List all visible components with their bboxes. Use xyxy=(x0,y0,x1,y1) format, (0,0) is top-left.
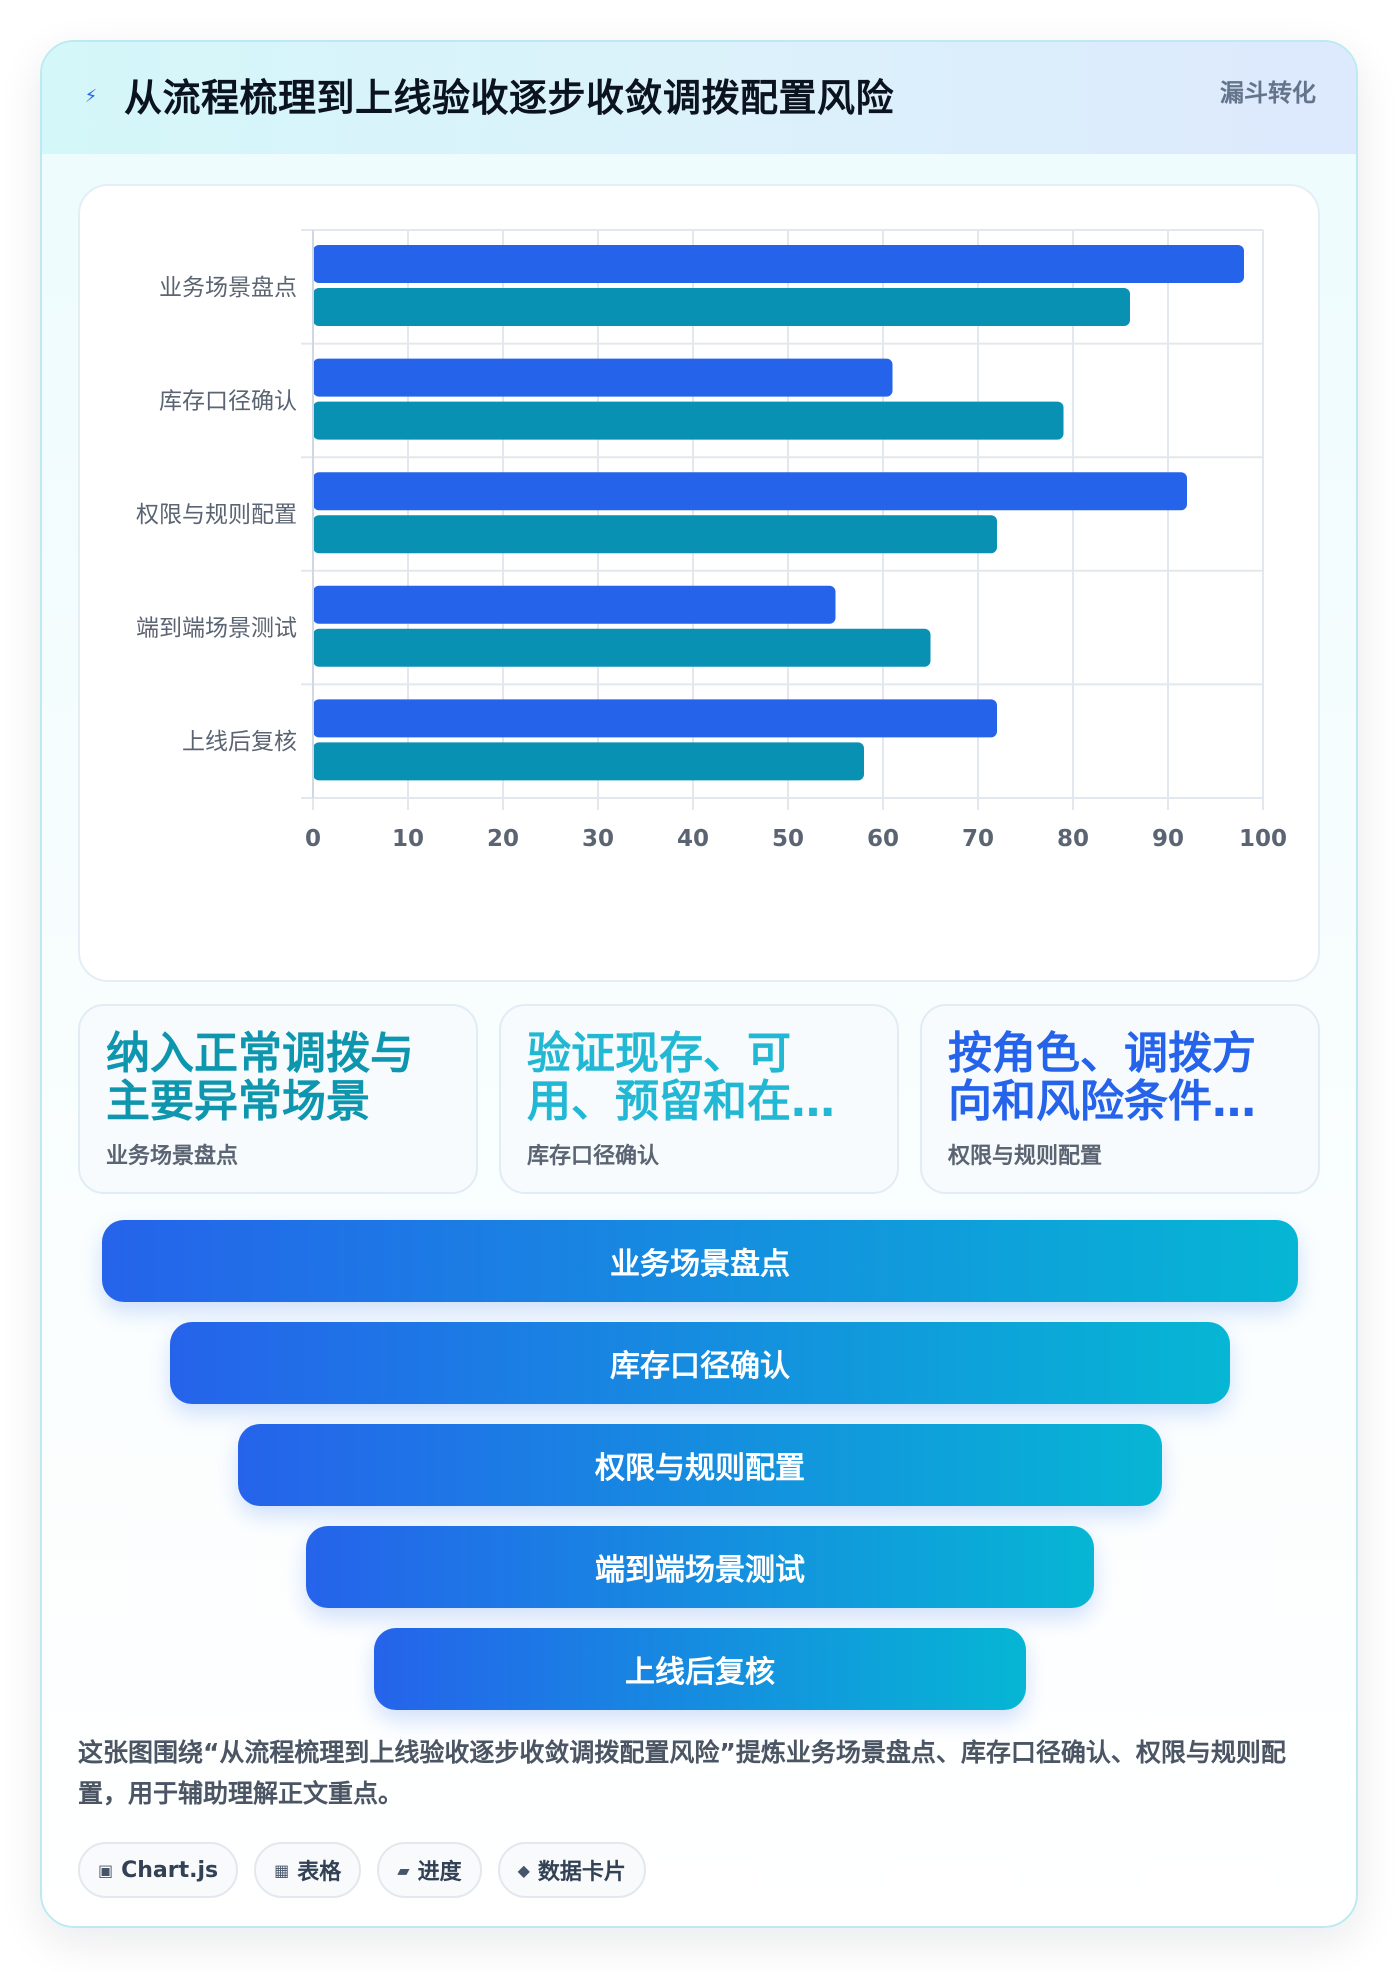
funnel-step: 库存口径确认 xyxy=(170,1322,1230,1404)
x-tick-label: 90 xyxy=(1152,826,1184,852)
summary-card: 纳入正常调拨与主要异常场景 业务场景盘点 xyxy=(78,1004,478,1194)
summary-card-subtitle: 权限与规则配置 xyxy=(948,1144,1103,1169)
funnel-step: 业务场景盘点 xyxy=(102,1220,1298,1302)
bar xyxy=(313,401,1064,440)
chip-label: Chart.js xyxy=(121,1857,219,1883)
tech-chips: ▣ Chart.js ▦ 表格 ▰ 进度 ◆ 数据卡片 xyxy=(78,1842,646,1898)
chip-progress: ▰ 进度 xyxy=(377,1842,482,1898)
x-tick-label: 80 xyxy=(1057,826,1089,852)
x-tick-label: 0 xyxy=(305,826,321,852)
summary-card-subtitle: 库存口径确认 xyxy=(527,1144,660,1169)
chart-panel: 0 10 20 30 40 50 60 70 80 90 100 业务场景盘点 库存口径确认权限与规则配… xyxy=(78,184,1320,982)
funnel-step: 上线后复核 xyxy=(374,1628,1026,1710)
bar xyxy=(313,288,1130,326)
funnel-step: 端到端场景测试 xyxy=(306,1526,1094,1608)
y-category-label: 库存口径确认 xyxy=(159,388,297,414)
y-category-label: 业务场景盘点 xyxy=(159,275,297,301)
caption: 这张图围绕“从流程梳理到上线验收逐步收敛调拨配置风险”提炼业务场景盘点、库存口径… xyxy=(78,1738,1286,1808)
lightning-icon: ⚡ xyxy=(84,86,98,107)
header: ⚡ 从流程梳理到上线验收逐步收敛调拨配置风险 漏斗转化 xyxy=(42,42,1356,154)
x-tick-label: 60 xyxy=(867,826,899,852)
x-tick-label: 50 xyxy=(772,826,804,852)
funnel: 业务场景盘点 库存口径确认 权限与规则配置 端到端场景测试 上线后复核 xyxy=(42,1220,1356,1710)
y-category-label: 端到端场景测试 xyxy=(136,616,297,642)
chip-table: ▦ 表格 xyxy=(254,1842,362,1898)
summary-card: 按角色、调拨方向和风险条件配置 权限与规则配置 xyxy=(920,1004,1320,1194)
x-tick-label: 10 xyxy=(392,826,424,852)
chip-chartjs: ▣ Chart.js xyxy=(78,1842,239,1898)
bar xyxy=(313,585,836,624)
chip-label: 数据卡片 xyxy=(537,1860,626,1885)
y-category-label: 上线后复核 xyxy=(182,729,297,755)
bar xyxy=(313,472,1187,511)
bar xyxy=(313,245,1244,283)
page-title: 从流程梳理到上线验收逐步收敛调拨配置风险 xyxy=(124,76,895,120)
chip-label: 表格 xyxy=(297,1860,342,1885)
diamond-icon: ◆ xyxy=(517,1860,530,1880)
x-tick-label: 100 xyxy=(1239,826,1287,852)
bar xyxy=(313,628,931,667)
bar xyxy=(313,515,997,554)
table-icon: ▦ xyxy=(274,1860,290,1880)
progress-icon: ▰ xyxy=(397,1860,410,1880)
x-tick-label: 70 xyxy=(962,826,994,852)
chip-label: 进度 xyxy=(417,1860,462,1885)
funnel-step: 权限与规则配置 xyxy=(238,1424,1162,1506)
bar xyxy=(313,358,893,397)
chip-data-card: ◆ 数据卡片 xyxy=(497,1842,646,1898)
summary-card-title: 纳入正常调拨与主要异常场景 xyxy=(106,1030,414,1126)
chart-icon: ▣ xyxy=(98,1860,114,1880)
x-tick-label: 30 xyxy=(582,826,614,852)
bar xyxy=(313,742,864,781)
x-tick-label: 40 xyxy=(677,826,709,852)
y-category-label: 权限与规则配置 xyxy=(136,502,297,528)
chart-type-tag: 漏斗转化 xyxy=(1220,79,1316,107)
summary-card-title: 按角色、调拨方向和风险条件配置 xyxy=(948,1030,1256,1126)
bar-chart: 0 10 20 30 40 50 60 70 80 90 100 业务场景盘点库存口径确认权限与规则配… xyxy=(136,229,1287,852)
x-tick-label: 20 xyxy=(487,826,519,852)
bar xyxy=(313,699,997,738)
summary-card-subtitle: 业务场景盘点 xyxy=(106,1144,239,1169)
figure-card: ⚡ 从流程梳理到上线验收逐步收敛调拨配置风险 漏斗转化 0 10 20 30 40 50 6… xyxy=(40,40,1358,1928)
